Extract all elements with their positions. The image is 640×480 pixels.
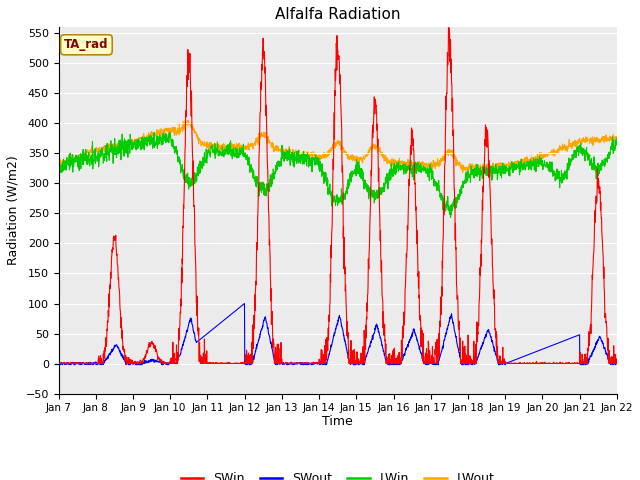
LWout (613, 135, 621, 141)
LWout (500, 163, 508, 169)
SWin (580, 359, 588, 365)
Legend: SWin, SWout, LWin, LWout: SWin, SWout, LWin, LWout (176, 467, 500, 480)
Line: SWin: SWin (59, 27, 617, 363)
SWout (367, 340, 374, 346)
Text: TA_rad: TA_rad (64, 38, 109, 51)
Line: LWout: LWout (59, 120, 617, 173)
LWout (366, 144, 374, 150)
SWout (500, 360, 508, 366)
Title: Alfalfa Radiation: Alfalfa Radiation (275, 7, 401, 22)
SWout (613, 360, 621, 366)
LWout (184, 117, 192, 123)
LWin (564, 166, 572, 171)
SWin (55, 360, 63, 365)
LWin (211, 151, 218, 157)
SWout (355, 360, 362, 366)
SWout (241, 300, 248, 306)
Line: SWout: SWout (59, 303, 617, 365)
SWout (580, 361, 588, 367)
SWout (55, 361, 63, 367)
LWout (55, 163, 63, 169)
LWout (564, 146, 572, 152)
LWin (500, 168, 508, 174)
LWin (354, 171, 362, 177)
X-axis label: Time: Time (323, 415, 353, 428)
LWin (55, 172, 63, 178)
LWin (447, 215, 454, 220)
LWin (366, 184, 374, 190)
SWout (56, 362, 64, 368)
SWout (564, 336, 572, 342)
SWin (500, 356, 508, 362)
Y-axis label: Radiation (W/m2): Radiation (W/m2) (7, 156, 20, 265)
LWout (211, 142, 218, 147)
SWin (564, 360, 572, 366)
Line: LWin: LWin (59, 132, 617, 217)
SWin (613, 360, 621, 366)
SWin (55, 360, 63, 366)
SWin (211, 360, 218, 366)
SWin (366, 212, 374, 218)
LWin (613, 135, 621, 141)
LWout (580, 135, 588, 141)
LWin (580, 148, 588, 154)
SWin (445, 24, 452, 30)
SWout (211, 325, 218, 331)
LWin (166, 129, 173, 135)
LWout (459, 170, 467, 176)
LWout (354, 157, 362, 163)
SWin (354, 360, 362, 366)
